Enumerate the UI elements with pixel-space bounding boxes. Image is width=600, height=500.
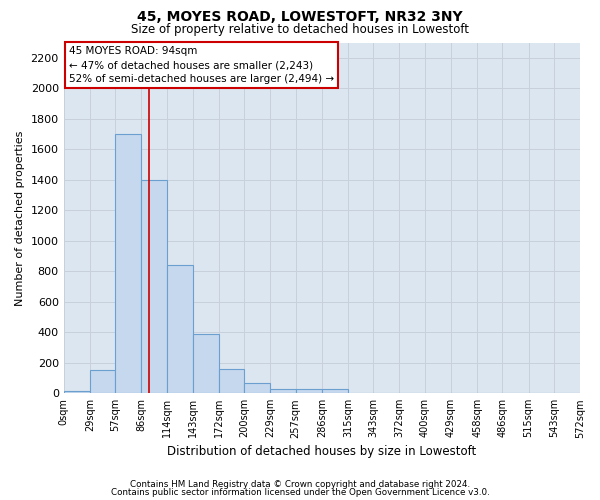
Bar <box>193 334 219 393</box>
Text: Size of property relative to detached houses in Lowestoft: Size of property relative to detached ho… <box>131 22 469 36</box>
Y-axis label: Number of detached properties: Number of detached properties <box>15 130 25 306</box>
Bar <box>219 369 244 393</box>
Bar <box>141 180 167 393</box>
Text: Contains public sector information licensed under the Open Government Licence v3: Contains public sector information licen… <box>110 488 490 497</box>
Bar <box>167 265 193 393</box>
Bar <box>115 134 141 393</box>
Bar <box>244 384 271 393</box>
Bar <box>64 391 90 393</box>
Bar <box>322 390 348 393</box>
Text: 45 MOYES ROAD: 94sqm
← 47% of detached houses are smaller (2,243)
52% of semi-de: 45 MOYES ROAD: 94sqm ← 47% of detached h… <box>69 46 334 84</box>
Bar <box>296 390 322 393</box>
Bar <box>271 388 296 393</box>
Text: Contains HM Land Registry data © Crown copyright and database right 2024.: Contains HM Land Registry data © Crown c… <box>130 480 470 489</box>
Bar <box>90 370 115 393</box>
Text: 45, MOYES ROAD, LOWESTOFT, NR32 3NY: 45, MOYES ROAD, LOWESTOFT, NR32 3NY <box>137 10 463 24</box>
X-axis label: Distribution of detached houses by size in Lowestoft: Distribution of detached houses by size … <box>167 444 476 458</box>
